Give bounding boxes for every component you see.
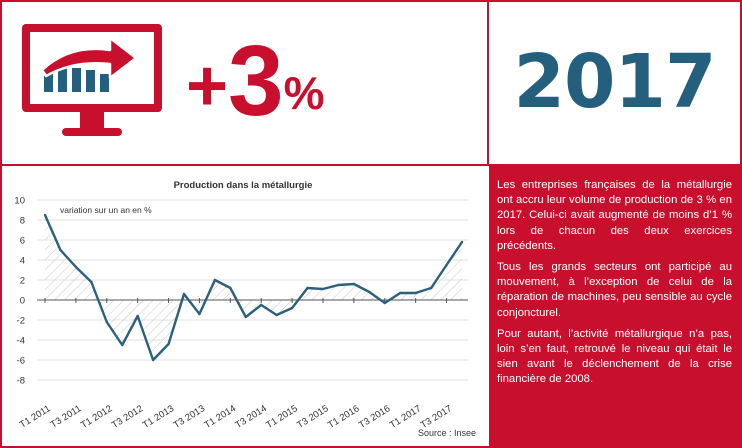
y-tick-label: -4 (17, 336, 25, 347)
monitor-neck (80, 112, 104, 128)
headline-unit: % (283, 67, 325, 119)
chart-title: Production dans la métallurgie (174, 180, 313, 191)
y-tick-label: -2 (17, 316, 25, 327)
data-point (429, 286, 433, 290)
data-point (321, 287, 325, 291)
data-point (229, 286, 232, 290)
x-tick-label: T3 2015 (295, 403, 330, 431)
data-point (74, 265, 78, 269)
icon-bar-5 (100, 74, 109, 92)
icon-bar-2 (58, 62, 67, 92)
data-point (337, 283, 340, 287)
x-tick-label: T1 2015 (264, 403, 299, 431)
data-point (167, 342, 170, 346)
headline-value: 3 (228, 25, 284, 137)
x-tick-label: T1 2017 (388, 403, 423, 431)
paragraph-1: Les entreprises françaises de la métallu… (497, 179, 732, 252)
y-tick-label: 4 (20, 256, 25, 267)
y-tick-label: 0 (20, 296, 25, 307)
data-point (275, 313, 278, 317)
x-tick-label: T3 2012 (110, 403, 145, 431)
data-point (59, 248, 62, 252)
production-chart: Production dans la métallurgie 10 8 6 4 2 0 -2 -… (14, 180, 476, 438)
y-tick-label: -6 (17, 356, 25, 367)
monitor-base (62, 128, 122, 136)
chart-annotation: variation sur un an en % (60, 205, 152, 215)
area-fill (45, 215, 462, 360)
paragraph-2: Tous les grands secteurs ont participé a… (497, 261, 732, 319)
data-point (121, 343, 124, 347)
data-point (105, 320, 108, 324)
data-point (414, 291, 417, 295)
x-tick-label: T3 2016 (357, 403, 392, 431)
data-point (244, 315, 247, 319)
data-point (151, 358, 155, 362)
data-point (198, 312, 201, 316)
data-point (43, 213, 47, 217)
icon-bar-3 (72, 68, 81, 92)
data-point (445, 263, 448, 267)
x-tick-label: T3 2011 (49, 403, 84, 430)
data-point (182, 292, 186, 296)
data-point (260, 303, 263, 307)
x-tick-label: T3 2014 (233, 403, 268, 431)
y-tick-label: 2 (20, 276, 25, 287)
icon-bar-4 (86, 70, 95, 92)
x-tick-label: T1 2014 (203, 403, 238, 431)
headline-stat: + 3 % (186, 25, 325, 137)
y-tick-label: 8 (20, 216, 25, 227)
data-point (368, 290, 371, 294)
headline-sign: + (186, 46, 229, 126)
divider-vertical (487, 0, 489, 166)
paragraph-3: Pour autant, l’activité métallurgique n’… (497, 327, 732, 386)
data-point (90, 280, 93, 284)
divider-horizontal (0, 164, 742, 166)
chart-source: Source : Insee (418, 428, 476, 438)
x-tick-label: T1 2016 (326, 403, 361, 431)
data-point (306, 286, 309, 290)
x-tick-label: T1 2011 (18, 403, 53, 430)
data-point (136, 314, 139, 318)
icon-rising-arrow (40, 36, 138, 80)
data-point (290, 306, 294, 310)
year-label: 2017 (513, 39, 717, 125)
data-point (399, 291, 402, 295)
text-panel: Les entreprises françaises de la métallu… (489, 166, 742, 448)
x-tick-label: T3 2013 (172, 403, 207, 431)
data-point (383, 301, 386, 305)
x-tick-label: T1 2013 (141, 403, 176, 431)
icon-bar-1 (44, 70, 53, 92)
y-tick-label: -8 (17, 376, 25, 387)
x-tick-label: T3 2017 (419, 403, 454, 431)
x-tick-label: T1 2012 (79, 403, 114, 431)
data-point (460, 240, 464, 244)
monitor-rising-chart-icon (22, 24, 162, 136)
series-line (43, 214, 463, 362)
y-tick-label: 10 (14, 196, 25, 207)
data-point (213, 278, 217, 282)
data-point (352, 282, 356, 286)
y-tick-label: 6 (20, 236, 25, 247)
